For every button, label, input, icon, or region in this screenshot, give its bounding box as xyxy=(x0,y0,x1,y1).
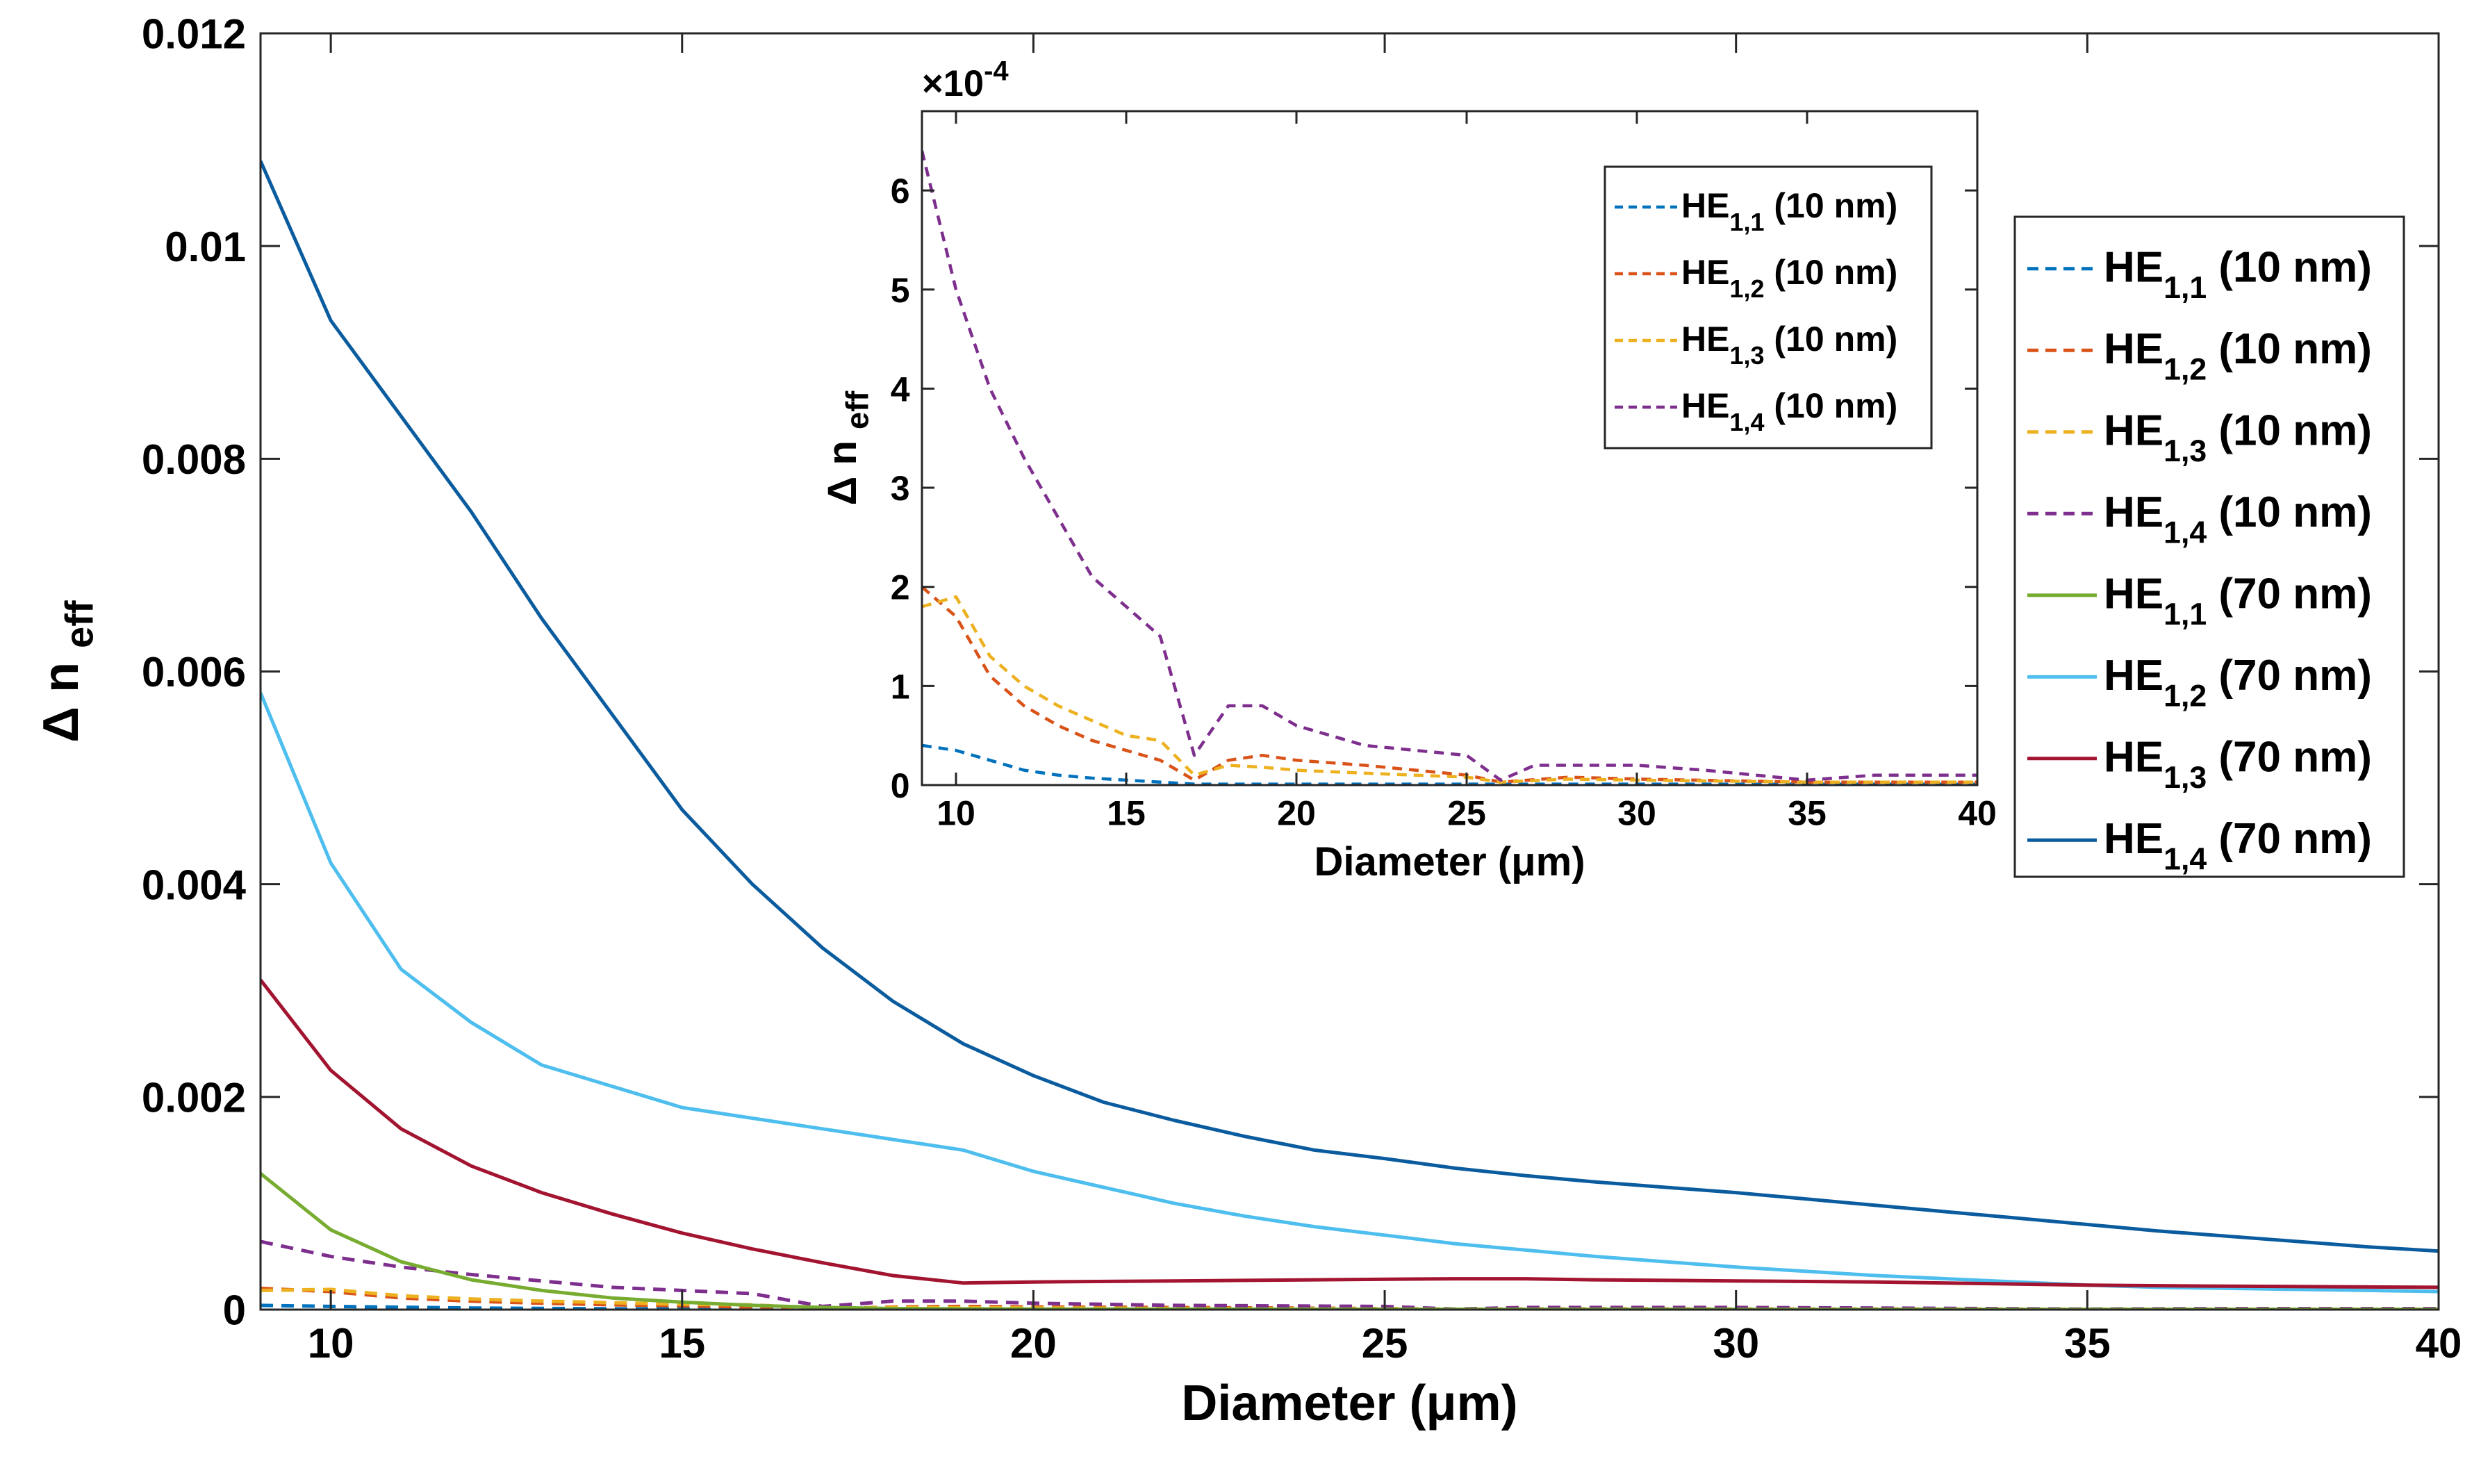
main-legend: HE1,1 (10 nm) HE1,2 (10 nm) HE1,3 (10 nm) H… xyxy=(2013,215,2405,878)
main-xtick-label-1: 15 xyxy=(659,1320,705,1367)
inset-ytick-label-5: 5 xyxy=(891,271,910,310)
inset-series-line-3 xyxy=(922,150,1977,782)
inset-ytick-label-2: 2 xyxy=(891,568,910,607)
inset-ytick-label-1: 1 xyxy=(891,667,910,706)
inset-legend: HE1,1 (10 nm) HE1,2 (10 nm) HE1,3 (10 nm) H… xyxy=(1604,165,1933,450)
main-legend-box xyxy=(2013,215,2405,878)
main-ytick-label-0: 0 xyxy=(223,1287,246,1334)
main-legend-label-4: HE1,1 (70 nm) xyxy=(2104,570,2372,632)
main-legend-label-5: HE1,2 (70 nm) xyxy=(2104,652,2372,714)
inset-xtick-label-2: 20 xyxy=(1277,794,1316,833)
inset-xtick-label-3: 25 xyxy=(1447,794,1486,833)
inset-series-line-2 xyxy=(922,595,1977,784)
inset-legend-label-2: HE1,3 (10 nm) xyxy=(1681,320,1897,370)
main-legend-label-0: HE1,1 (10 nm) xyxy=(2104,243,2372,305)
inset-exponent-label: ×10-4 xyxy=(922,56,1009,105)
inset-xtick-label-4: 30 xyxy=(1617,794,1656,833)
main-xtick-label-5: 35 xyxy=(2064,1320,2111,1367)
main-ytick-label-1: 0.002 xyxy=(142,1074,246,1121)
main-legend-label-7: HE1,4 (70 nm) xyxy=(2104,815,2372,877)
main-series-line-6 xyxy=(261,978,2439,1289)
main-xtick-label-6: 40 xyxy=(2416,1320,2462,1367)
inset-ytick-label-0: 0 xyxy=(891,766,910,805)
main-xlabel: Diameter (μm) xyxy=(1181,1376,1517,1431)
main-ytick-label-3: 0.006 xyxy=(142,649,246,695)
main-legend-label-6: HE1,3 (70 nm) xyxy=(2104,733,2372,795)
inset-ylabel: Δ n eff xyxy=(820,390,875,506)
main-ylabel: Δ n eff xyxy=(33,600,101,743)
inset-series-line-1 xyxy=(922,586,1977,784)
main-xtick-label-0: 10 xyxy=(308,1320,354,1367)
inset-axes-frame xyxy=(921,110,1979,786)
inset-xtick-label-6: 40 xyxy=(1958,794,1997,833)
inset-legend-box xyxy=(1604,165,1933,450)
legends: HE1,1 (10 nm) HE1,2 (10 nm) HE1,3 (10 nm) H… xyxy=(1604,165,2405,878)
main-xtick-label-3: 25 xyxy=(1362,1320,1408,1367)
inset-xlabel: Diameter (μm) xyxy=(1314,839,1585,884)
inset-legend-label-0: HE1,1 (10 nm) xyxy=(1681,186,1897,236)
inset-ytick-label-4: 4 xyxy=(891,370,910,409)
inset-ytick-label-3: 3 xyxy=(891,469,910,508)
main-legend-label-1: HE1,2 (10 nm) xyxy=(2104,325,2372,387)
main-ytick-label-2: 0.004 xyxy=(142,861,247,908)
main-legend-label-3: HE1,4 (10 nm) xyxy=(2104,488,2372,550)
main-xtick-label-2: 20 xyxy=(1010,1320,1057,1367)
inset-xtick-label-5: 35 xyxy=(1788,794,1827,833)
main-xtick-label-4: 30 xyxy=(1713,1320,1759,1367)
main-ytick-label-5: 0.01 xyxy=(165,224,246,270)
main-series-line-7 xyxy=(261,160,2439,1253)
inset-ytick-label-6: 6 xyxy=(891,172,910,211)
main-ytick-label-6: 0.012 xyxy=(142,11,246,58)
inset-xtick-label-1: 15 xyxy=(1107,794,1146,833)
main-legend-label-2: HE1,3 (10 nm) xyxy=(2104,406,2372,468)
inset-legend-label-3: HE1,4 (10 nm) xyxy=(1681,386,1897,436)
inset-legend-label-1: HE1,2 (10 nm) xyxy=(1681,253,1897,303)
inset-xtick-label-0: 10 xyxy=(937,794,975,833)
main-ytick-label-4: 0.008 xyxy=(142,436,246,483)
